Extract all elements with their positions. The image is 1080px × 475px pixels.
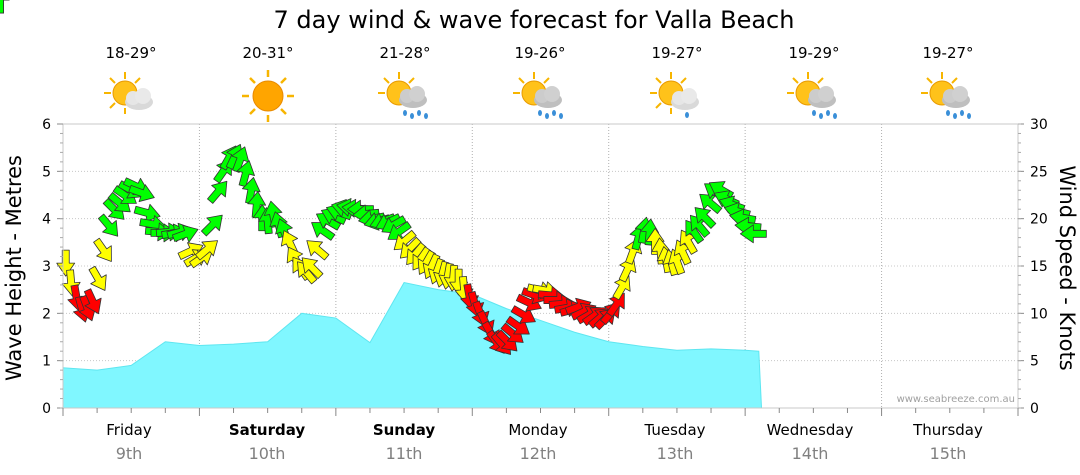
y-tick-label-right: 15 bbox=[1030, 259, 1048, 275]
temp-label: 19-26° bbox=[514, 44, 565, 62]
day-label: Saturday bbox=[229, 421, 306, 439]
partly-cloudy-icon bbox=[104, 72, 153, 114]
date-label: 10th bbox=[249, 444, 286, 463]
date-label: 11th bbox=[386, 444, 423, 463]
wind-arrow bbox=[699, 193, 723, 215]
temp-label: 18-29° bbox=[105, 44, 156, 62]
y-tick-label-right: 5 bbox=[1030, 354, 1039, 370]
wind-arrow bbox=[128, 184, 155, 202]
date-label: 15th bbox=[930, 444, 967, 463]
showers-icon bbox=[787, 72, 837, 119]
wind-arrow bbox=[171, 224, 199, 243]
wind-arrow bbox=[694, 207, 717, 229]
temp-label: 21-28° bbox=[379, 44, 430, 62]
temp-label: 19-29° bbox=[788, 44, 839, 62]
plot-area: 0 1 2 3 4 5 6 0 5 10 15 20 25 30 bbox=[0, 0, 1048, 417]
wind-arrow bbox=[0, 0, 10, 14]
showers-icon bbox=[513, 72, 563, 119]
chart-title: 7 day wind & wave forecast for Valla Bea… bbox=[274, 6, 795, 34]
day-label: Friday bbox=[106, 421, 152, 439]
showers-icon bbox=[378, 72, 428, 119]
wind-arrow bbox=[236, 160, 255, 188]
wind-arrow bbox=[56, 249, 76, 277]
date-label: 14th bbox=[792, 444, 829, 463]
wind-arrow bbox=[83, 288, 102, 315]
credit-text: www.seabreeze.com.au bbox=[897, 394, 1015, 405]
y-tick-label-left: 4 bbox=[42, 212, 51, 228]
y-tick-label-left: 2 bbox=[42, 306, 51, 322]
showers-icon bbox=[921, 72, 971, 119]
wind-arrow bbox=[97, 213, 119, 237]
wind-arrow bbox=[201, 214, 223, 237]
temp-label: 20-31° bbox=[242, 44, 293, 62]
y-axis-label-right: Wind Speed - Knots bbox=[1055, 165, 1079, 370]
wind-arrow bbox=[306, 240, 330, 261]
wind-arrow bbox=[93, 237, 112, 262]
y-tick-label-right: 25 bbox=[1030, 164, 1048, 180]
y-tick-label-left: 6 bbox=[42, 117, 51, 133]
day-label: Tuesday bbox=[643, 421, 705, 439]
wind-arrow bbox=[207, 180, 228, 204]
date-label: 9th bbox=[116, 444, 143, 463]
date-label: 13th bbox=[657, 444, 694, 463]
wind-arrow bbox=[606, 292, 625, 317]
wind-arrow bbox=[195, 240, 218, 261]
wind-arrows bbox=[0, 0, 767, 355]
y-tick-label-right: 10 bbox=[1030, 306, 1048, 322]
y-tick-label-right: 0 bbox=[1030, 401, 1039, 417]
y-tick-label-left: 1 bbox=[42, 354, 51, 370]
partly-cloudy-icon bbox=[650, 72, 699, 118]
temp-label: 19-27° bbox=[922, 44, 973, 62]
temp-label: 19-27° bbox=[651, 44, 702, 62]
y-tick-label-right: 20 bbox=[1030, 212, 1048, 228]
day-label: Thursday bbox=[912, 421, 983, 439]
wind-arrow bbox=[645, 227, 665, 255]
y-tick-label-left: 5 bbox=[42, 164, 51, 180]
y-tick-label-right: 30 bbox=[1030, 117, 1048, 133]
wind-arrow bbox=[301, 257, 324, 280]
day-label: Sunday bbox=[373, 421, 436, 439]
wind-arrow bbox=[88, 265, 107, 291]
axes: 0 1 2 3 4 5 6 0 5 10 15 20 25 30 bbox=[42, 117, 1048, 417]
y-axis-label-left: Wave Height - Metres bbox=[2, 155, 26, 381]
y-tick-label-left: 0 bbox=[42, 401, 51, 417]
day-label: Wednesday bbox=[767, 421, 854, 439]
day-label: Monday bbox=[508, 421, 567, 439]
wind-arrow bbox=[739, 224, 767, 244]
sunny-icon bbox=[242, 70, 294, 122]
date-label: 12th bbox=[520, 444, 557, 463]
y-tick-label-left: 3 bbox=[42, 259, 51, 275]
wave-height-area bbox=[62, 282, 763, 409]
